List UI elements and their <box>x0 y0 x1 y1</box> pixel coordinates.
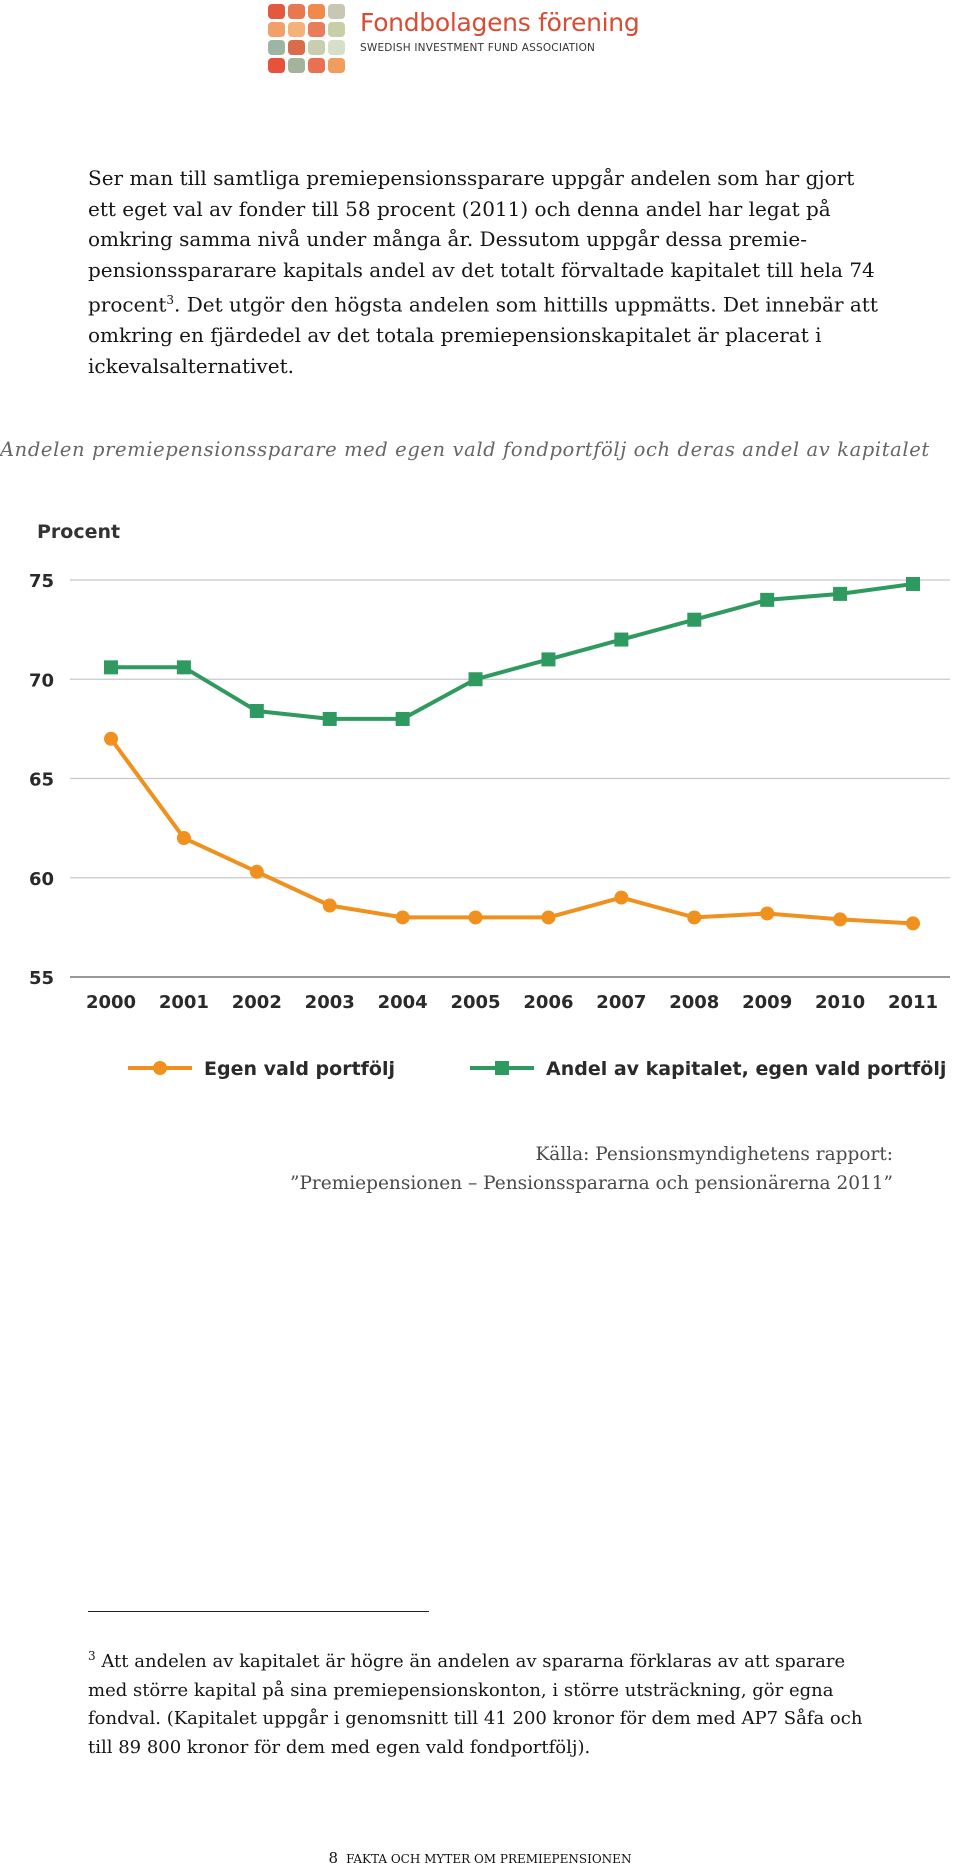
y-tick-label: 65 <box>29 770 54 791</box>
data-point <box>687 612 702 627</box>
logo-square <box>328 22 345 37</box>
logo-square <box>328 40 345 55</box>
data-point <box>614 632 629 647</box>
chart-legend: Egen vald portfölj Andel av kapitalet, eg… <box>128 1058 946 1080</box>
chart-axes: 55 60 65 70 75 2000 2001 2002 2003 2004 2005 2006 20… <box>29 571 950 1013</box>
data-point <box>322 898 337 913</box>
logo-square <box>268 58 285 73</box>
logo-square <box>268 22 285 37</box>
data-point <box>322 711 337 726</box>
data-point <box>833 912 848 927</box>
x-tick-label: 2004 <box>378 992 428 1013</box>
logo-square <box>288 22 305 37</box>
data-point <box>614 890 629 905</box>
body-text-part-1: Ser man till samtliga premiepensionsspar… <box>88 166 875 317</box>
x-tick-label: 2001 <box>159 992 209 1013</box>
data-point <box>468 910 483 925</box>
logo-wordmark: Fondbolagens förening SWEDISH INVESTMENT… <box>360 8 640 54</box>
y-tick-label: 70 <box>29 670 54 691</box>
logo-mark-icon <box>268 4 345 73</box>
source-line-2: ”Premiepensionen – Pensionsspararna och … <box>290 1173 893 1194</box>
footnote-reference[interactable]: 3 <box>166 293 174 307</box>
x-tick-label: 2007 <box>596 992 646 1013</box>
y-tick-label: 55 <box>29 968 54 989</box>
footnote-text: Att andelen av kapitalet är högre än and… <box>88 1651 863 1758</box>
body-text-part-2: . Det utgör den högsta andelen som hitti… <box>88 292 878 378</box>
footnote: 3 Att andelen av kapitalet är högre än a… <box>88 1642 888 1762</box>
data-point <box>760 906 775 921</box>
data-point <box>541 652 556 667</box>
x-tick-label: 2006 <box>523 992 573 1013</box>
data-point <box>833 586 848 601</box>
x-tick-label: 2002 <box>232 992 282 1013</box>
logo-square <box>328 58 345 73</box>
logo-square <box>328 4 345 19</box>
source-line-1: Källa: Pensionsmyndighetens rapport: <box>535 1144 893 1165</box>
data-point <box>249 864 264 879</box>
logo-title: Fondbolagens förening <box>360 8 640 37</box>
data-point <box>104 731 118 746</box>
y-axis-title: Procent <box>37 521 120 543</box>
data-point <box>541 910 556 925</box>
x-tick-label: 2000 <box>86 992 136 1013</box>
legend-marker <box>153 1061 167 1075</box>
data-point <box>468 672 483 687</box>
y-tick-label: 75 <box>29 571 54 592</box>
x-tick-label: 2005 <box>450 992 500 1013</box>
chart-gridlines <box>70 579 950 879</box>
logo-square <box>308 4 325 19</box>
logo-square <box>308 40 325 55</box>
x-tick-label: 2009 <box>742 992 792 1013</box>
x-tick-label: 2010 <box>815 992 865 1013</box>
logo-square <box>288 4 305 19</box>
data-point <box>906 576 920 591</box>
logo-square <box>268 4 285 19</box>
source-note: Källa: Pensionsmyndighetens rapport: ”Pr… <box>290 1140 893 1198</box>
logo-square <box>268 40 285 55</box>
data-point <box>395 910 410 925</box>
data-point <box>104 660 118 675</box>
logo-subtitle: SWEDISH INVESTMENT FUND ASSOCIATION <box>360 42 596 54</box>
body-paragraph: Ser man till samtliga premiepensionsspar… <box>88 163 888 381</box>
series-line <box>109 582 915 721</box>
data-point <box>760 592 775 607</box>
data-point <box>687 910 702 925</box>
figure-caption: Andelen premiepensionssparare med egen v… <box>0 438 930 461</box>
x-tick-label: 2011 <box>888 992 938 1013</box>
page-number: 8 <box>328 1849 339 1867</box>
logo: Fondbolagens förening SWEDISH INVESTMENT… <box>267 2 640 76</box>
page-footer: 8 FAKTA OCH MYTER OM PREMIEPENSIONEN <box>0 1848 960 1867</box>
y-tick-label: 60 <box>29 869 54 890</box>
data-point <box>176 660 191 675</box>
footer-title: FAKTA OCH MYTER OM PREMIEPENSIONEN <box>346 1852 632 1866</box>
logo-square <box>288 40 305 55</box>
data-point <box>906 916 920 931</box>
chart-series <box>104 576 920 931</box>
footnote-number: 3 <box>88 1649 96 1663</box>
data-point <box>249 704 264 719</box>
x-tick-label: 2008 <box>669 992 719 1013</box>
logo-square <box>308 22 325 37</box>
footnote-divider <box>88 1611 429 1612</box>
x-tick-label: 2003 <box>305 992 355 1013</box>
line-chart: 55 60 65 70 75 2000 2001 2002 2003 2004 2005 2006 20… <box>29 521 950 1080</box>
logo-square <box>288 58 305 73</box>
legend-marker <box>495 1061 509 1075</box>
data-point <box>176 831 191 846</box>
legend-label: Andel av kapitalet, egen vald portfölj <box>546 1058 946 1080</box>
logo-square <box>308 58 325 73</box>
series-line <box>109 736 915 926</box>
legend-label: Egen vald portfölj <box>204 1058 395 1080</box>
data-point <box>395 711 410 726</box>
